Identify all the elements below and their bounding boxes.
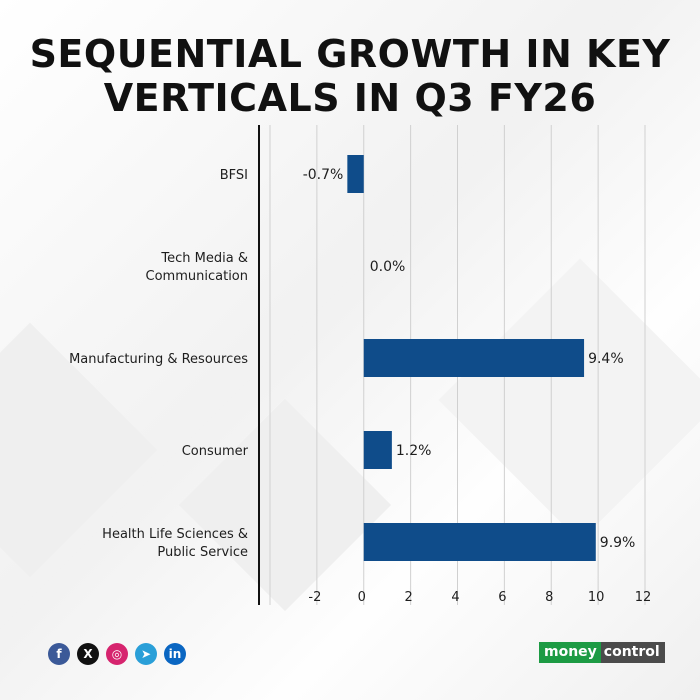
social-links: f X ◎ ➤ in: [48, 643, 186, 665]
logo-part-control: control: [600, 641, 665, 663]
category-label: Health Life Sciences &: [102, 527, 248, 542]
data-label: 9.4%: [588, 351, 624, 367]
category-label: Tech Media &: [160, 251, 248, 266]
chart-title: SEQUENTIAL GROWTH IN KEY VERTICALS IN Q3…: [0, 32, 700, 120]
category-label: Public Service: [157, 545, 248, 560]
x-tick-label: 10: [588, 590, 605, 605]
x-tick-label: 2: [404, 590, 412, 605]
x-tick-label: -2: [308, 590, 321, 605]
logo-part-money: money: [539, 641, 601, 663]
x-icon[interactable]: X: [77, 643, 99, 665]
category-label: Consumer: [182, 444, 249, 459]
x-tick-label: 8: [545, 590, 553, 605]
bar: [347, 155, 364, 193]
x-tick-label: 0: [358, 590, 366, 605]
title-line-1: SEQUENTIAL GROWTH IN KEY: [29, 32, 671, 76]
bar: [363, 339, 585, 377]
x-tick-label: 6: [498, 590, 506, 605]
facebook-icon[interactable]: f: [48, 643, 70, 665]
x-tick-label: 4: [451, 590, 459, 605]
bar: [363, 523, 596, 561]
data-label: 0.0%: [370, 259, 406, 275]
data-label: 1.2%: [396, 443, 432, 459]
bar: [363, 431, 392, 469]
data-label: -0.7%: [303, 167, 344, 183]
title-line-2: VERTICALS IN Q3 FY26: [103, 76, 597, 120]
linkedin-icon[interactable]: in: [164, 643, 186, 665]
data-label: 9.9%: [600, 535, 636, 551]
category-label: Communication: [146, 269, 248, 284]
x-tick-label: 12: [635, 590, 652, 605]
category-label: Manufacturing & Resources: [69, 352, 248, 367]
telegram-icon[interactable]: ➤: [135, 643, 157, 665]
moneycontrol-logo: money control: [539, 641, 665, 663]
instagram-icon[interactable]: ◎: [106, 643, 128, 665]
category-label: BFSI: [220, 168, 248, 183]
